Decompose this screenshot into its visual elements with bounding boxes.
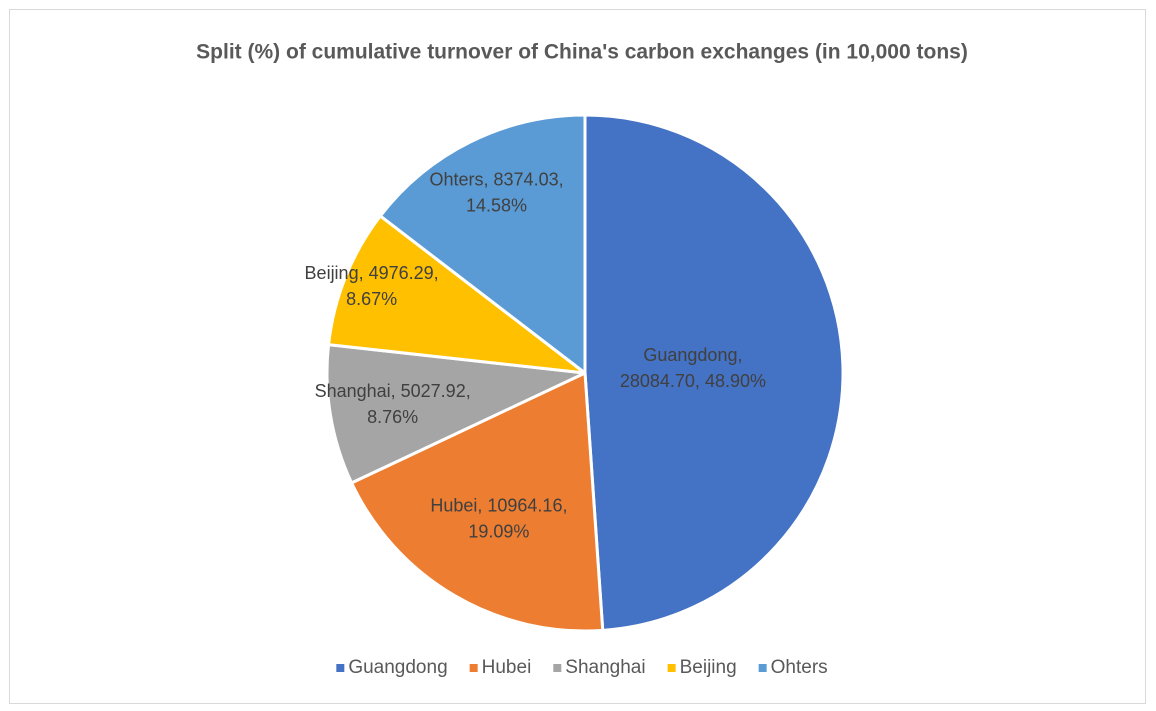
legend-marker xyxy=(469,664,478,672)
legend-label: Shanghai xyxy=(565,657,645,678)
data-label: Guangdong, xyxy=(643,345,742,365)
chart-title: Split (%) of cumulative turnover of Chin… xyxy=(196,41,968,64)
legend-marker xyxy=(758,664,767,672)
legend-label: Ohters xyxy=(771,657,828,678)
pie-slice xyxy=(378,113,587,375)
data-label: 14.58% xyxy=(466,195,527,215)
data-label: 28084.70, 48.90% xyxy=(620,371,766,391)
pie-slice xyxy=(325,343,587,485)
data-label: Hubei, 10964.16, xyxy=(430,495,567,515)
legend-marker xyxy=(336,664,345,672)
legend-label: Beijing xyxy=(680,657,737,678)
legend: Guangdong Hubei Shanghai Beijing Ohters xyxy=(336,657,828,678)
data-label: 8.67% xyxy=(346,289,397,309)
data-label: Beijing, 4976.29, xyxy=(305,263,439,283)
pie-slice xyxy=(350,371,605,633)
legend-label: Hubei xyxy=(482,657,532,678)
legend-marker xyxy=(553,664,562,672)
pie-slice xyxy=(583,113,845,632)
legend-label: Guangdong xyxy=(348,657,447,678)
data-label: Shanghai, 5027.92, xyxy=(315,381,471,401)
legend-marker xyxy=(667,664,676,672)
data-label: Ohters, 8374.03, xyxy=(430,169,564,189)
data-label: 8.76% xyxy=(367,407,418,427)
data-label: 19.09% xyxy=(468,521,529,541)
pie-slice xyxy=(327,214,587,375)
